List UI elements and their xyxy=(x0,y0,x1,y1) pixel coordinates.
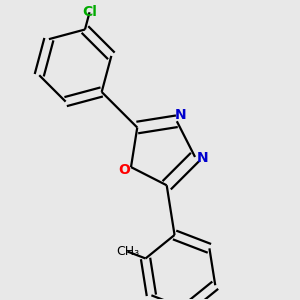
Text: Cl: Cl xyxy=(82,5,97,19)
Text: O: O xyxy=(119,163,130,177)
Text: N: N xyxy=(174,108,186,122)
Text: N: N xyxy=(196,151,208,165)
Text: CH₃: CH₃ xyxy=(116,245,139,258)
